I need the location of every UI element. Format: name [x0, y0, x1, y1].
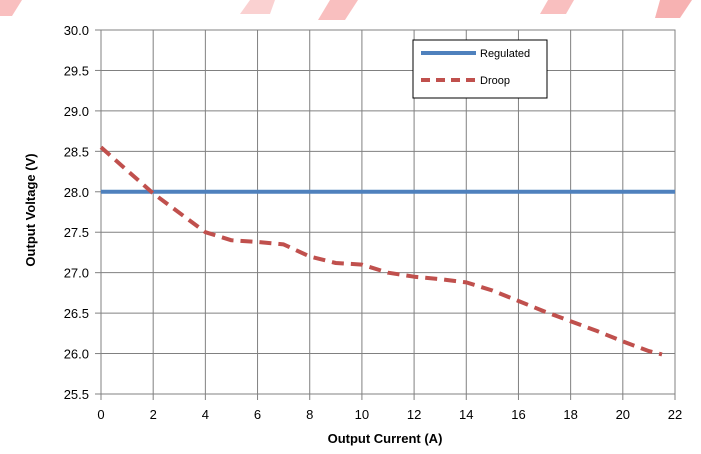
y-tick-label: 27.0	[64, 266, 89, 281]
y-tick-label: 26.0	[64, 347, 89, 362]
x-tick-label: 10	[355, 407, 369, 422]
y-axis-ticks: 25.5 26.0 26.5 27.0 27.5 28.0 28.5 29.0 29.5 30.0	[64, 23, 101, 402]
y-tick-label: 25.5	[64, 387, 89, 402]
x-tick-label: 20	[616, 407, 630, 422]
x-axis-ticks: 0 2 4 6 8 10 12 14 16 18 20 22	[97, 394, 682, 422]
legend: Regulated Droop	[412, 39, 548, 99]
x-tick-label: 8	[306, 407, 313, 422]
y-axis-title: Output Voltage (V)	[23, 153, 38, 266]
x-tick-label: 12	[407, 407, 421, 422]
x-tick-label: 6	[254, 407, 261, 422]
x-tick-label: 16	[511, 407, 525, 422]
legend-label-regulated: Regulated	[480, 48, 530, 60]
y-tick-label: 26.5	[64, 306, 89, 321]
x-tick-label: 2	[150, 407, 157, 422]
x-tick-label: 4	[202, 407, 209, 422]
y-tick-label: 27.5	[64, 225, 89, 240]
y-tick-label: 29.0	[64, 104, 89, 119]
series-line-droop	[99, 145, 663, 357]
y-tick-label: 28.0	[64, 185, 89, 200]
y-tick-label: 29.5	[64, 63, 89, 78]
legend-box	[412, 39, 548, 99]
x-axis-title: Output Current (A)	[328, 431, 443, 446]
legend-label-droop: Droop	[480, 75, 510, 87]
series-layer	[99, 145, 675, 357]
x-tick-label: 18	[563, 407, 577, 422]
plot-area-border	[100, 29, 676, 395]
y-tick-label: 30.0	[64, 23, 89, 38]
grid	[100, 29, 676, 395]
y-tick-label: 28.5	[64, 144, 89, 159]
x-tick-label: 0	[97, 407, 104, 422]
x-tick-label: 22	[668, 407, 682, 422]
x-tick-label: 14	[459, 407, 473, 422]
